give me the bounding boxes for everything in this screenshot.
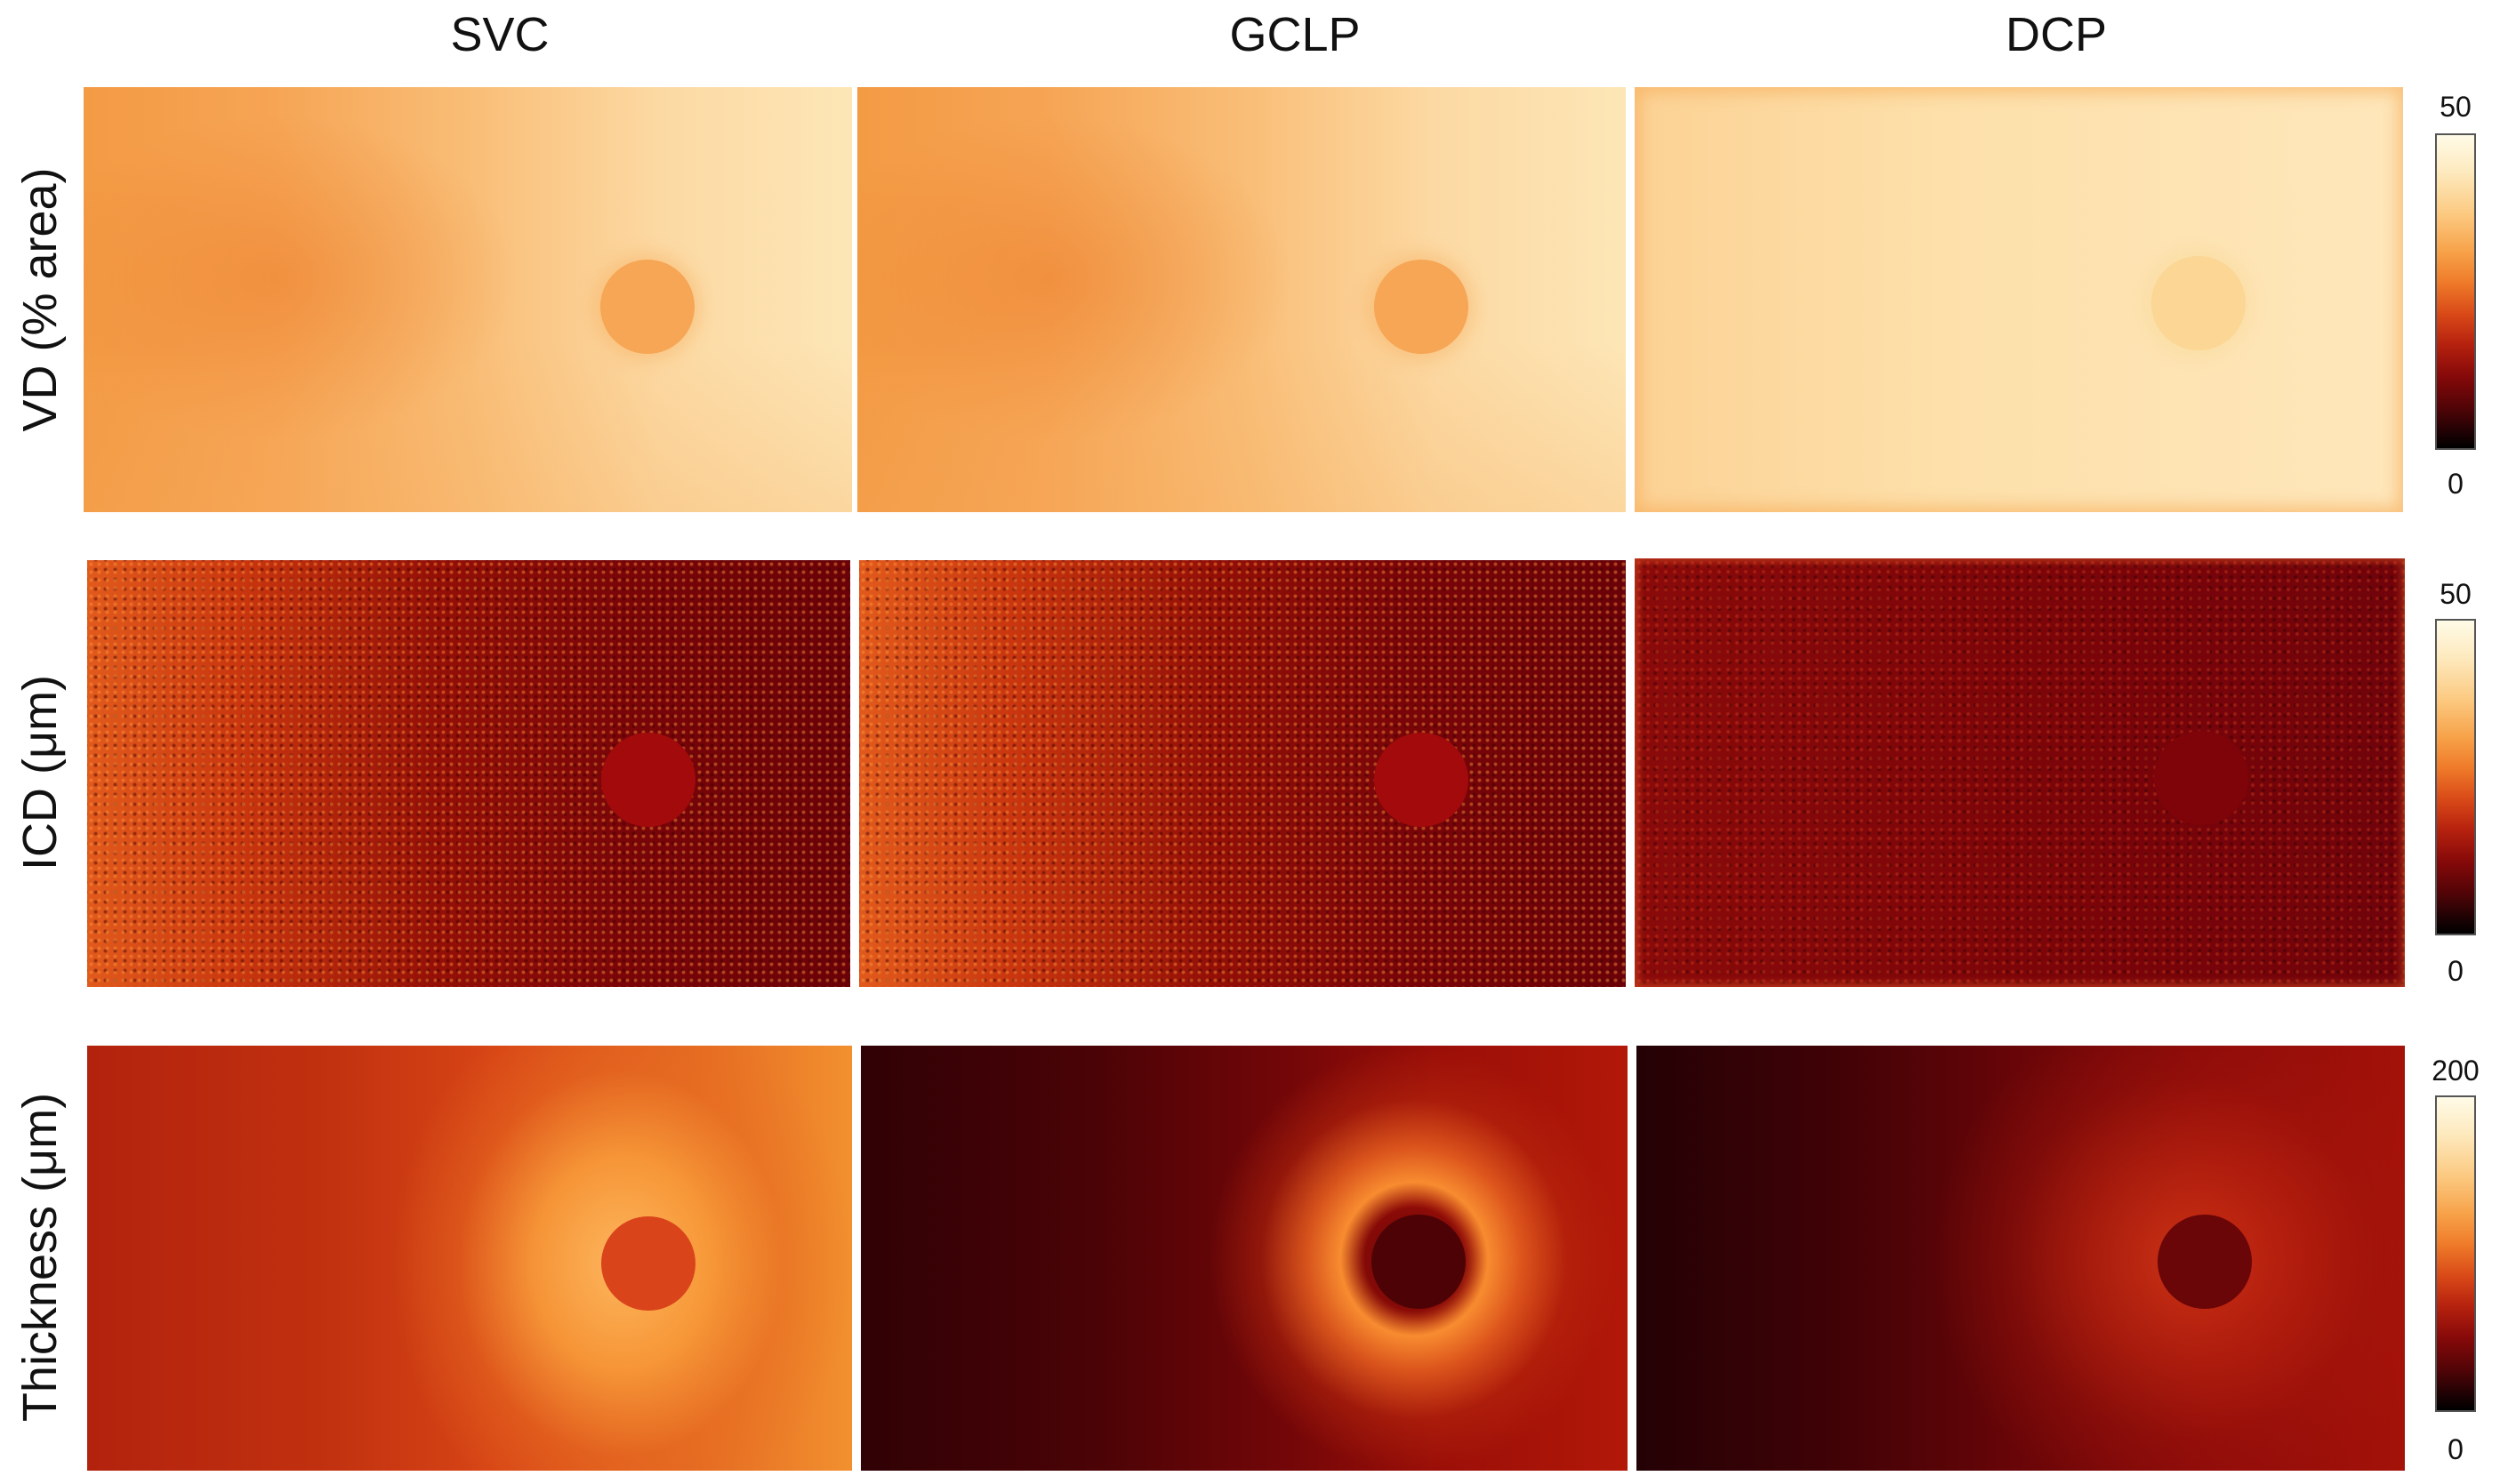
fovea-spot: [601, 733, 695, 827]
colorbar-vd: [2435, 133, 2476, 450]
map-icd-gclp: [859, 560, 1626, 987]
column-title-gclp: GCLP: [1229, 8, 1361, 61]
colorbar-icd: [2435, 619, 2476, 935]
map-icd-svc: [87, 560, 850, 987]
map-thickness-svc: [87, 1046, 852, 1471]
fovea-spot: [1374, 733, 1468, 827]
colorbar-vd-min: 0: [2448, 468, 2464, 500]
colorbar-icd-max: 50: [2440, 578, 2472, 610]
row-label-vd-wrap: VD (% area): [0, 87, 80, 512]
colorbar-thickness-min: 0: [2448, 1433, 2464, 1465]
fovea-spot: [1371, 1215, 1466, 1309]
colorbar-vd-max: 50: [2440, 91, 2472, 123]
fovea-spot: [1374, 260, 1468, 354]
fovea-spot: [601, 1216, 695, 1311]
map-thickness-gclp: [861, 1046, 1628, 1471]
colorbar-thickness: [2435, 1095, 2476, 1412]
row-label-icd-wrap: ICD (μm): [0, 557, 80, 989]
column-title-dcp: DCP: [2005, 8, 2107, 61]
fovea-spot: [2158, 1215, 2252, 1309]
fovea-spot: [600, 260, 695, 354]
map-vd-dcp: [1635, 87, 2403, 512]
row-label-icd: ICD (μm): [13, 674, 67, 871]
map-icd-dcp: [1635, 558, 2405, 987]
row-label-thickness-wrap: Thickness (μm): [0, 1042, 80, 1472]
fovea-spot: [2154, 731, 2248, 825]
row-label-thickness: Thickness (μm): [13, 1092, 67, 1423]
colorbar-thickness-max: 200: [2432, 1055, 2480, 1087]
map-vd-svc: [84, 87, 852, 512]
map-vd-gclp: [857, 87, 1626, 512]
map-thickness-dcp: [1636, 1046, 2405, 1471]
colorbar-icd-min: 0: [2448, 955, 2464, 987]
fovea-spot: [2151, 256, 2246, 350]
column-title-svc: SVC: [450, 8, 550, 61]
row-label-vd: VD (% area): [13, 167, 67, 432]
